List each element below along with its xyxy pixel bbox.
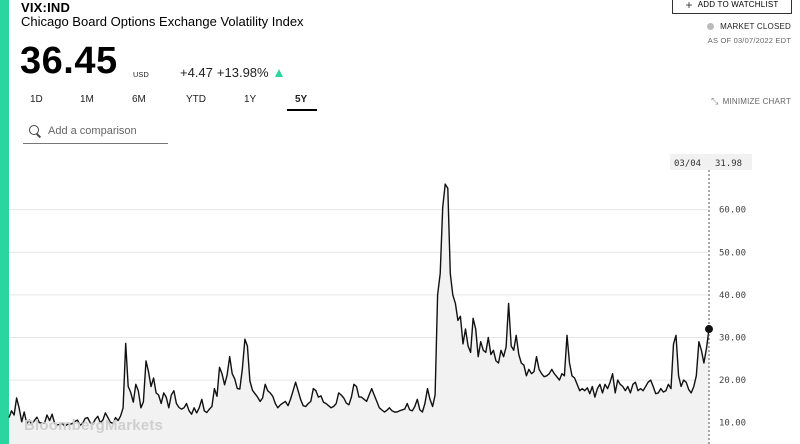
active-tab-indicator [287, 109, 317, 111]
ticker-symbol: VIX:IND [21, 0, 71, 15]
range-tab-1y[interactable]: 1Y [244, 94, 257, 105]
price-chart[interactable]: 10.00 20.00 30.00 40.00 50.00 60.00 03/04 31.9… [0, 150, 800, 444]
change-percent: +13.98% [216, 65, 269, 80]
range-tab-1d[interactable]: 1D [30, 94, 43, 105]
range-tab-1m[interactable]: 1M [80, 94, 94, 105]
market-status-label: MARKET CLOSED [720, 22, 791, 31]
add-to-watchlist-label: ADD TO WATCHLIST [697, 0, 779, 9]
chart-area-fill [9, 184, 709, 444]
y-axis-ticks: 10.00 20.00 30.00 40.00 50.00 60.00 [719, 206, 746, 429]
search-icon [29, 124, 41, 137]
y-tick-label: 60.00 [719, 206, 746, 216]
comparison-search [23, 118, 168, 144]
minimize-chart-label: MINIMIZE CHART [722, 97, 791, 106]
change-value: +4.47 [180, 65, 213, 80]
add-to-watchlist-button[interactable]: + ADD TO WATCHLIST [672, 0, 792, 14]
crosshair-date: 03/04 [674, 159, 701, 169]
y-tick-label: 20.00 [719, 376, 746, 386]
minimize-icon: ⤡ [711, 96, 719, 106]
up-arrow-icon [274, 68, 283, 77]
bloomberg-watermark: BloombergMarkets [24, 417, 164, 434]
status-dot-icon [707, 23, 715, 30]
crosshair-value: 31.98 [715, 159, 742, 169]
y-tick-label: 50.00 [719, 248, 746, 258]
currency-label: USD [133, 70, 149, 79]
chart-line [8, 183, 710, 427]
price-change: +4.47 +13.98% [180, 65, 283, 80]
market-status: MARKET CLOSED [707, 22, 791, 31]
y-tick-label: 40.00 [719, 291, 746, 301]
crosshair-label-bg [670, 154, 752, 170]
last-price: 36.45 [20, 40, 118, 82]
index-name: Chicago Board Options Exchange Volatilit… [21, 14, 304, 29]
as-of-timestamp: AS OF 03/07/2022 EDT [707, 36, 791, 45]
last-point-marker[interactable] [705, 325, 713, 334]
range-tab-5y[interactable]: 5Y [295, 94, 308, 105]
range-tab-6m[interactable]: 6M [132, 94, 146, 105]
accent-bar [0, 0, 9, 444]
y-tick-label: 30.00 [719, 333, 746, 343]
plus-icon: + [685, 0, 693, 12]
crosshair-label: 03/04 31.98 [670, 154, 752, 170]
y-tick-label: 10.00 [719, 419, 746, 429]
range-tab-ytd[interactable]: YTD [186, 94, 206, 105]
comparison-input[interactable] [48, 124, 168, 137]
minimize-chart-button[interactable]: ⤡ MINIMIZE CHART [711, 96, 791, 107]
